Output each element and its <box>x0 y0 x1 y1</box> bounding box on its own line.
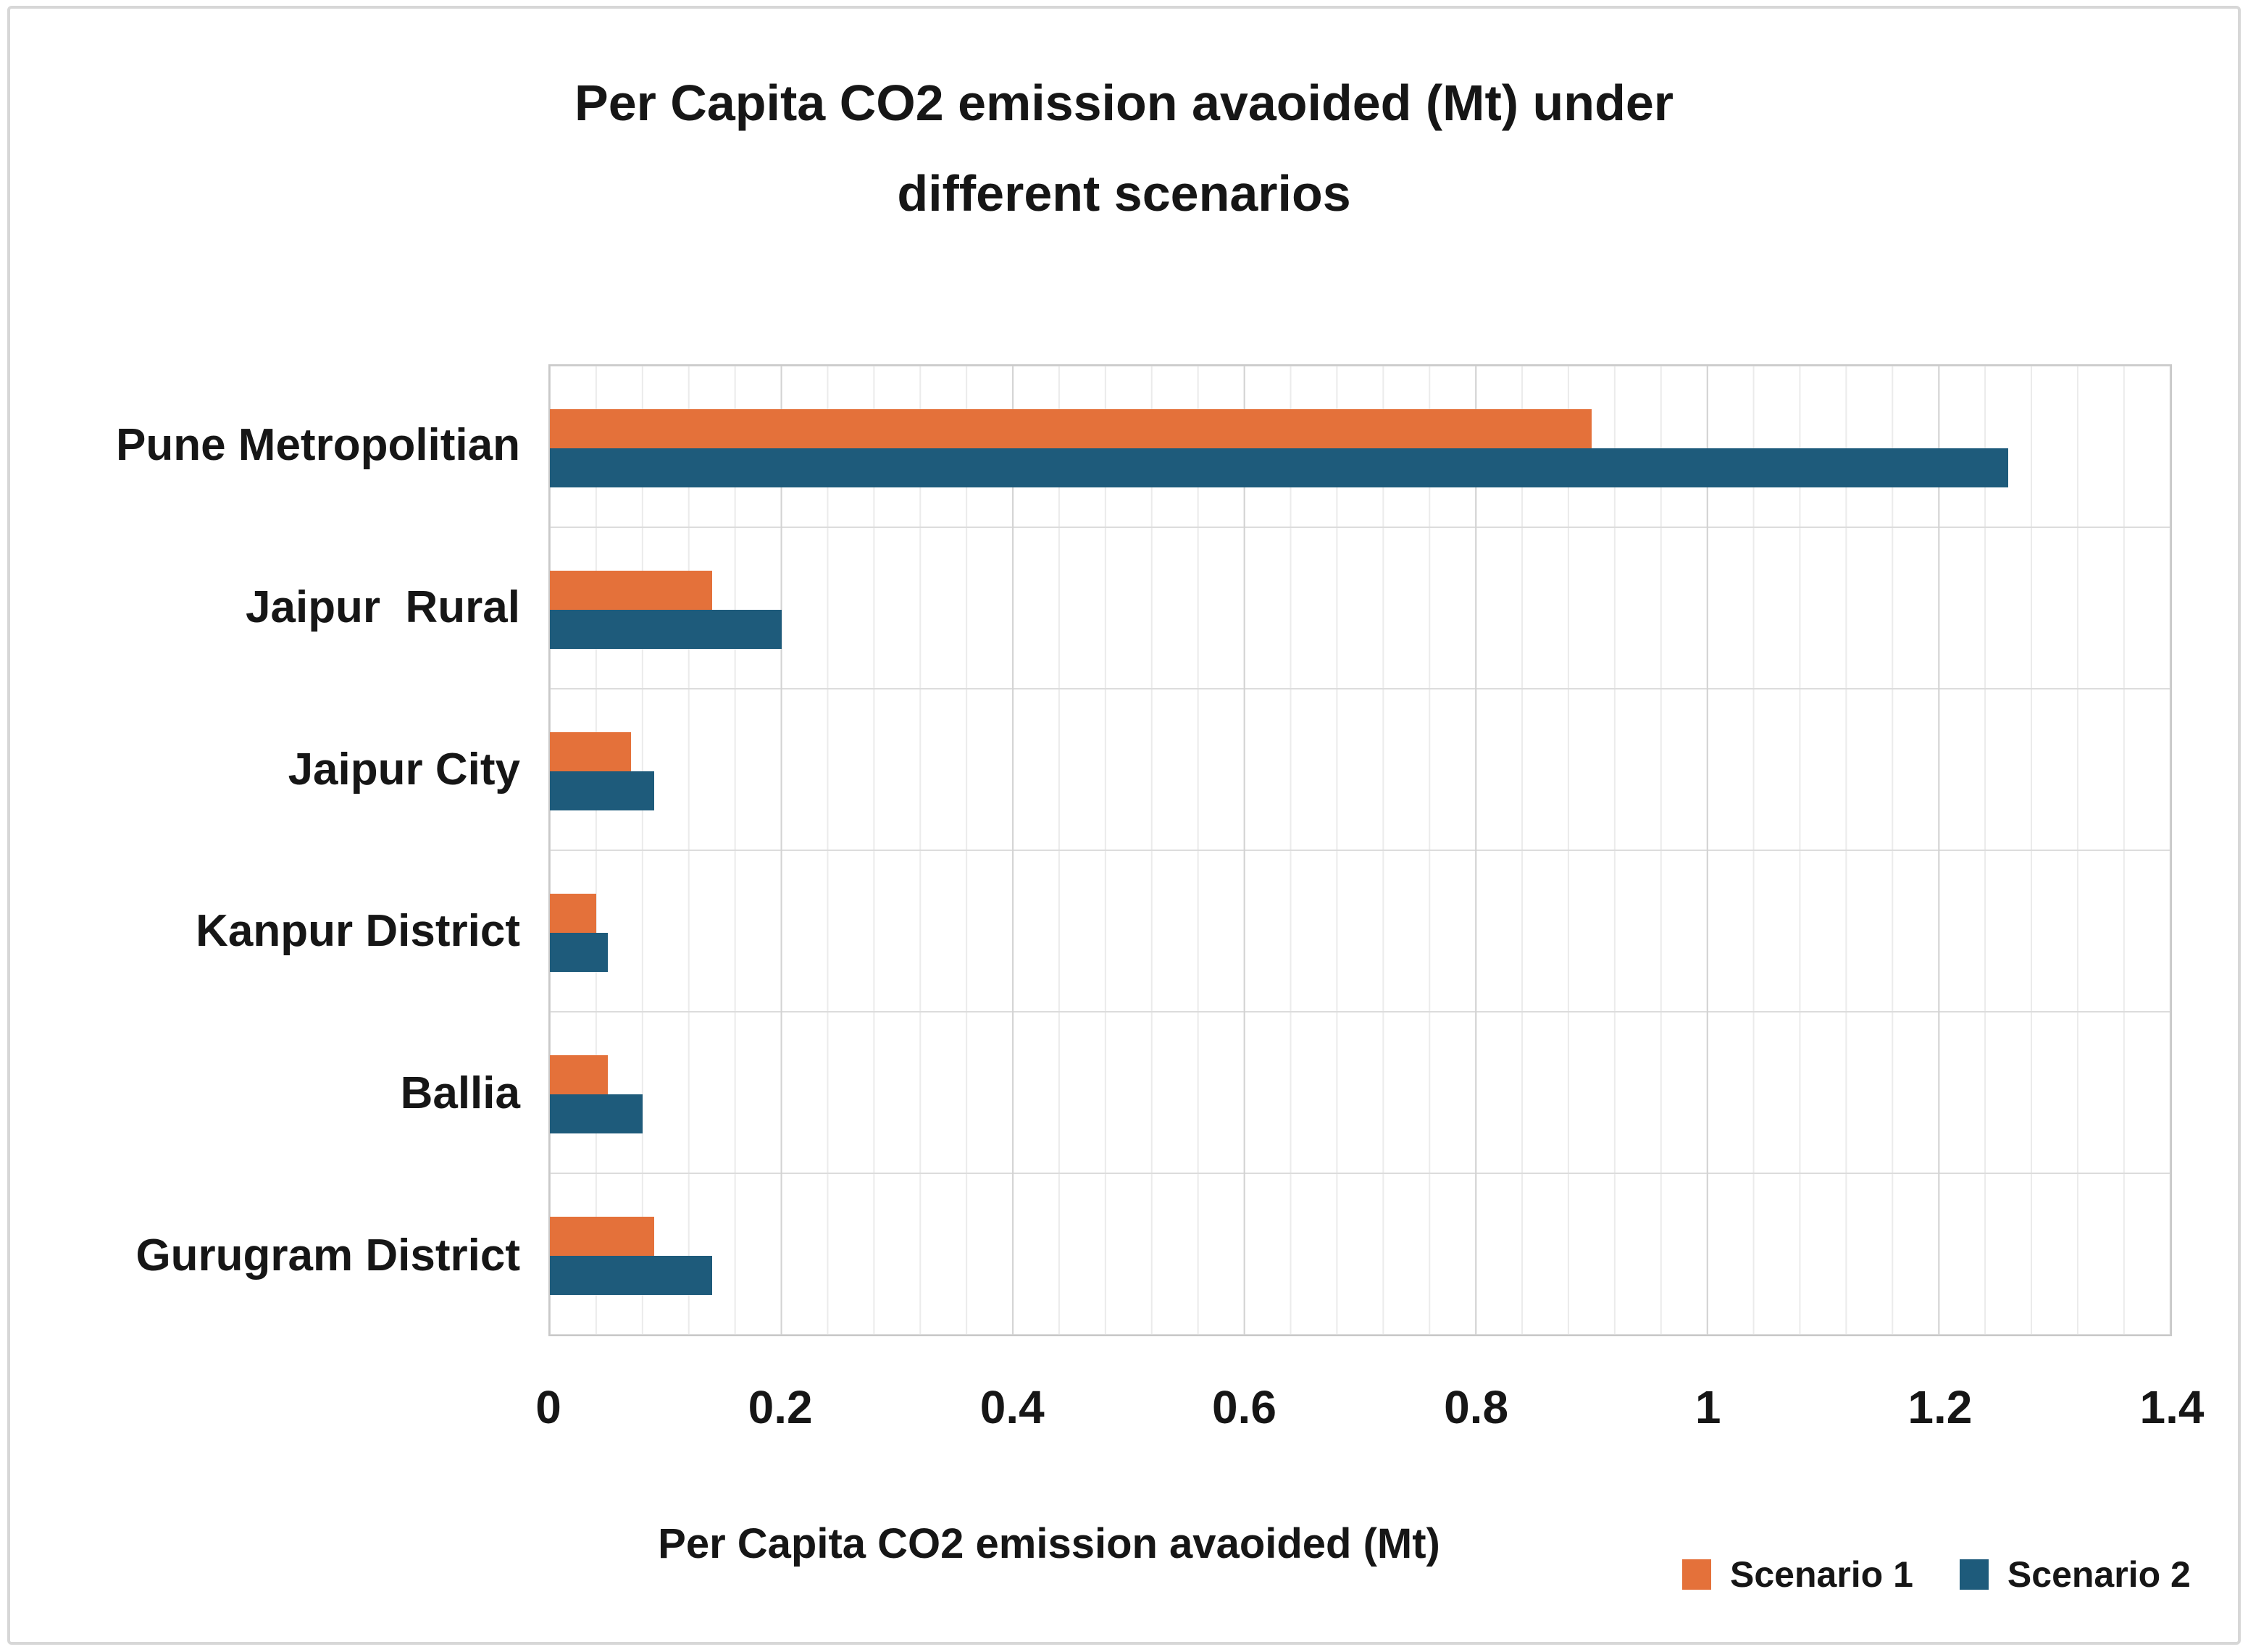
x-tick-label: 0.6 <box>1211 1381 1276 1433</box>
plot-area <box>548 364 2172 1336</box>
x-tick-label: 1 <box>1695 1381 1721 1433</box>
x-tick-label: 0.2 <box>748 1381 813 1433</box>
category-row <box>550 689 2170 850</box>
category-row <box>550 850 2170 1012</box>
x-tick-label: 0.4 <box>979 1381 1045 1433</box>
bar-scenario-2 <box>550 1094 643 1133</box>
legend-entry-scenario-2: Scenario 2 <box>1959 1554 2191 1596</box>
chart-title: Per Capita CO2 emission avaoided (Mt) un… <box>0 58 2248 238</box>
x-tick-label: 0 <box>535 1381 561 1433</box>
category-label: Jaipur Rural <box>246 582 520 632</box>
category-row <box>550 366 2170 527</box>
category-label: Jaipur City <box>288 744 520 794</box>
category-label: Gurugram District <box>135 1230 520 1280</box>
category-row <box>550 1173 2170 1335</box>
bar-scenario-1 <box>550 731 631 771</box>
category-label: Ballia <box>400 1068 520 1119</box>
legend-label-scenario-2: Scenario 2 <box>2007 1554 2191 1595</box>
bar-scenario-1 <box>550 1054 608 1094</box>
category-row <box>550 527 2170 689</box>
category-label: Pune Metropolitian <box>116 420 520 471</box>
x-tick-label: 0.8 <box>1444 1381 1509 1433</box>
x-axis-tick-labels: 0 0.2 0.4 0.6 0.8 1 1.2 1.4 <box>535 1375 2204 1440</box>
bar-scenario-1 <box>550 1216 654 1256</box>
x-tick-label: 1.4 <box>2139 1381 2205 1433</box>
bar-scenario-2 <box>550 448 2009 487</box>
bar-scenario-2 <box>550 932 608 972</box>
bar-scenario-2 <box>550 609 782 649</box>
bar-scenario-1 <box>550 893 596 933</box>
x-axis-title: Per Capita CO2 emission avaoided (Mt) <box>658 1520 1440 1567</box>
bar-scenario-2 <box>550 1255 712 1295</box>
scenario-2-swatch-icon <box>1959 1559 1989 1590</box>
category-label: Kanpur District <box>196 906 520 957</box>
legend-label-scenario-1: Scenario 1 <box>1730 1554 1913 1595</box>
chart-title-line-2: different scenarios <box>897 164 1351 222</box>
scenario-1-swatch-icon <box>1682 1559 1711 1590</box>
legend: Scenario 1 Scenario 2 <box>1682 1551 2191 1598</box>
category-row <box>550 1012 2170 1173</box>
plot-rows <box>550 366 2170 1335</box>
chart-title-line-1: Per Capita CO2 emission avaoided (Mt) un… <box>574 75 1674 131</box>
x-tick-label: 1.2 <box>1908 1381 1973 1433</box>
bar-scenario-2 <box>550 771 654 810</box>
category-axis-labels: Pune Metropolitian Jaipur Rural Jaipur Cit… <box>17 364 525 1336</box>
bar-scenario-1 <box>550 570 712 610</box>
bar-scenario-1 <box>550 408 1592 448</box>
legend-entry-scenario-1: Scenario 1 <box>1682 1554 1913 1596</box>
